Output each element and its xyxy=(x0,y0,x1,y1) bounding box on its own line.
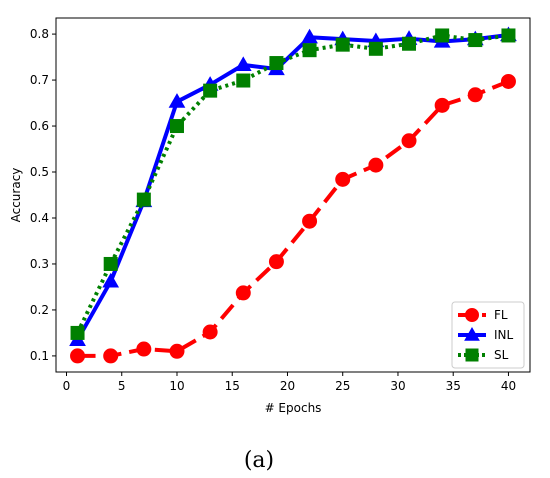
data-point-sl xyxy=(302,43,317,58)
legend-label: INL xyxy=(494,328,514,342)
data-point-inl xyxy=(234,56,252,72)
x-tick-label: 0 xyxy=(63,379,71,393)
data-point-inl xyxy=(102,272,120,288)
ticks-layer: 0 5 10 15 20 25 30 35 40 0.1 0.2 0.3 0.4 0.5 0.6 0.7 0.8 xyxy=(30,27,516,393)
y-tick-label: 0.3 xyxy=(30,257,49,271)
series-layer xyxy=(69,26,517,364)
data-point-sl xyxy=(335,37,350,52)
data-point-fl xyxy=(202,324,218,340)
x-tick-label: 35 xyxy=(446,379,461,393)
data-point-sl xyxy=(236,73,251,88)
y-tick-label: 0.5 xyxy=(30,165,49,179)
data-point-inl xyxy=(301,28,318,44)
legend-marker xyxy=(464,326,480,341)
data-point-fl xyxy=(368,157,384,173)
data-point-fl xyxy=(335,171,351,187)
data-point-fl xyxy=(235,285,251,301)
data-point-fl xyxy=(467,87,483,103)
legend-label: FL xyxy=(494,308,508,322)
y-tick-label: 0.2 xyxy=(30,303,49,317)
data-point-sl xyxy=(402,36,417,51)
x-tick-label: 30 xyxy=(390,379,405,393)
data-point-fl xyxy=(500,73,516,89)
data-point-fl xyxy=(268,254,284,270)
x-tick-label: 25 xyxy=(335,379,350,393)
x-tick-label: 15 xyxy=(225,379,240,393)
legend-item-inl: INL xyxy=(458,326,514,342)
y-tick-label: 0.1 xyxy=(30,349,49,363)
y-axis-label: Accuracy xyxy=(9,168,23,223)
data-point-fl xyxy=(401,133,417,149)
data-point-fl xyxy=(302,213,318,229)
data-point-sl xyxy=(501,28,516,43)
legend-marker xyxy=(465,348,479,362)
legend-marker xyxy=(465,308,479,322)
legend: FL INL SL xyxy=(451,301,525,369)
x-tick-label: 5 xyxy=(118,379,126,393)
y-tick-label: 0.4 xyxy=(30,211,49,225)
series-fl xyxy=(70,73,516,364)
y-tick-label: 0.7 xyxy=(30,73,49,87)
data-point-fl xyxy=(70,348,86,364)
data-point-fl xyxy=(169,343,185,359)
plot-frame xyxy=(55,17,531,373)
data-point-sl xyxy=(435,28,450,43)
data-point-fl xyxy=(103,348,119,364)
data-point-fl xyxy=(136,341,152,357)
x-tick-label: 10 xyxy=(169,379,184,393)
legend-item-sl: SL xyxy=(458,348,509,362)
data-point-sl xyxy=(368,41,383,56)
data-point-sl xyxy=(269,56,284,71)
data-point-sl xyxy=(70,325,85,340)
data-point-inl xyxy=(168,93,186,108)
data-point-sl xyxy=(203,83,218,98)
legend-label: SL xyxy=(494,348,509,362)
x-axis-label: # Epochs xyxy=(265,401,322,415)
data-point-sl xyxy=(136,192,151,207)
series-line-sl xyxy=(75,33,509,334)
data-point-sl xyxy=(468,33,483,48)
figure-caption: (a) xyxy=(244,448,274,473)
x-tick-label: 20 xyxy=(280,379,295,393)
x-tick-label: 40 xyxy=(501,379,516,393)
series-sl xyxy=(70,28,516,340)
y-tick-label: 0.8 xyxy=(30,27,49,41)
y-tick-label: 0.6 xyxy=(30,119,49,133)
data-point-sl xyxy=(103,256,118,271)
series-line-fl xyxy=(77,79,510,358)
data-point-sl xyxy=(169,119,184,134)
data-point-fl xyxy=(434,97,450,113)
legend-item-fl: FL xyxy=(458,308,508,322)
